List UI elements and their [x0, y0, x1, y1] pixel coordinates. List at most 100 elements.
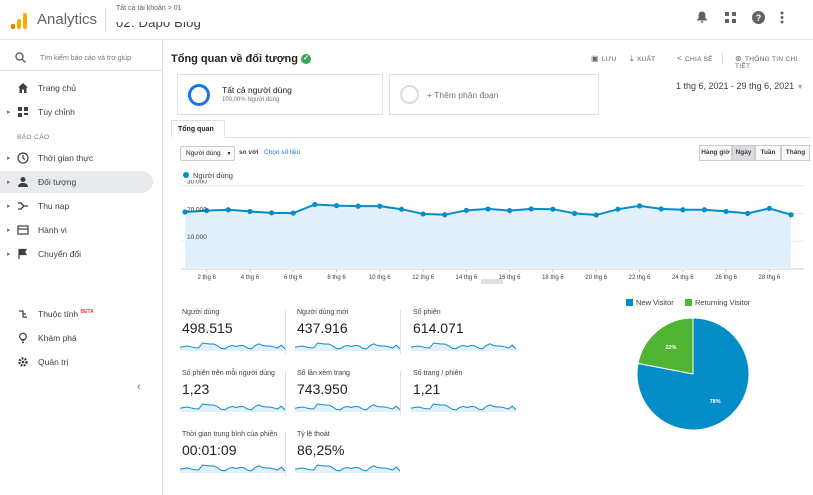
visitor-type-pie-chart[interactable]: 22% 78%	[636, 317, 750, 431]
segment-all-users[interactable]: Tất cả người dùng 100,00% Người dùng	[177, 74, 383, 115]
data-point[interactable]	[204, 207, 210, 214]
scorecard[interactable]: Số lần xem trang 743.950	[287, 370, 400, 422]
x-tick-label: 18 thg 6	[542, 275, 564, 281]
more-vert-icon[interactable]	[774, 11, 790, 27]
data-point[interactable]	[377, 203, 383, 209]
sidebar-item-attribution[interactable]: Thuộc tính BETA	[0, 303, 153, 325]
scorecard[interactable]: Thời gian trung bình của phiên 00:01:09	[172, 431, 285, 483]
data-point[interactable]	[290, 210, 296, 216]
chevron-right-icon: ▸	[7, 109, 11, 116]
scorecard-divider	[400, 310, 401, 354]
scorecard-label: Tỷ lệ thoát	[297, 431, 330, 438]
data-point[interactable]	[442, 212, 448, 218]
add-segment-label: + Thêm phân đoạn	[427, 90, 499, 100]
analytics-logo-icon[interactable]	[11, 13, 27, 29]
insights-button[interactable]: ⊛ THÔNG TIN CHI TIẾT	[735, 54, 798, 70]
scorecard-value: 86,25%	[297, 442, 345, 458]
data-point[interactable]	[485, 206, 491, 212]
data-point[interactable]	[593, 212, 599, 218]
scorecard[interactable]: Người dùng 498.515	[172, 309, 285, 361]
data-point[interactable]	[463, 207, 469, 213]
scorecard-value: 00:01:09	[182, 442, 237, 458]
share-button[interactable]: < CHIA SẺ	[677, 54, 713, 63]
data-point[interactable]	[355, 203, 361, 209]
scorecard[interactable]: Tỷ lệ thoát 86,25%	[287, 431, 400, 483]
select-metric-link[interactable]: Chọn số liệu	[264, 149, 301, 156]
account-breadcrumb[interactable]: Tất cả tài khoản > 01	[116, 5, 182, 12]
save-button[interactable]: ▣ LƯU	[591, 54, 617, 63]
sidebar-item-behavior[interactable]: ▸ Hành vi	[0, 219, 153, 241]
y-tick-label: 30.000	[187, 180, 207, 186]
data-point[interactable]	[333, 202, 340, 209]
pie-slice[interactable]	[636, 317, 750, 431]
data-point[interactable]	[571, 210, 578, 216]
data-point[interactable]	[701, 207, 708, 213]
granularity-month-button[interactable]: Tháng	[781, 145, 810, 161]
date-range-picker[interactable]: 1 thg 6, 2021 - 29 thg 6, 2021 ▼	[676, 81, 804, 91]
sidebar-item-home[interactable]: Trang chủ	[0, 77, 153, 99]
notifications-icon[interactable]	[694, 11, 710, 27]
sidebar-item-realtime[interactable]: ▸ Thời gian thực	[0, 147, 153, 169]
scorecard[interactable]: Số trang / phiên 1,21	[403, 370, 516, 422]
data-point[interactable]	[680, 207, 686, 213]
x-tick-label: 16 thg 6	[499, 275, 521, 281]
metric-dropdown[interactable]: Người dùng ▼	[180, 146, 235, 161]
tab-overview[interactable]: Tổng quan	[171, 120, 225, 138]
data-point[interactable]	[550, 206, 556, 212]
export-button[interactable]: ⤓ XUẤT	[630, 54, 656, 63]
verified-check-icon: ✓	[301, 54, 311, 65]
data-point[interactable]	[615, 206, 621, 212]
x-tick-label: 28 thg 6	[759, 275, 781, 281]
save-icon: ▣	[591, 54, 599, 63]
data-point[interactable]	[398, 206, 405, 212]
data-point[interactable]	[182, 209, 188, 215]
collapse-sidebar-chevron-left-icon[interactable]: ‹	[137, 381, 141, 393]
data-point[interactable]	[225, 207, 231, 213]
acquisition-icon	[17, 200, 29, 212]
scorecard-label: Người dùng mới	[297, 309, 349, 316]
data-point[interactable]	[420, 211, 426, 217]
users-line-chart[interactable]: 30.000 20.000 10.000 2 thg 6 4 thg 6 6 thg 6 8…	[171, 180, 812, 285]
chevron-right-icon: ▸	[7, 179, 11, 186]
x-tick-label: 22 thg 6	[629, 275, 651, 281]
x-tick-label: 20 thg 6	[585, 275, 607, 281]
clock-icon	[17, 152, 29, 164]
scorecard[interactable]: Số phiên trên mỗi người dùng 1,23	[172, 370, 285, 422]
search-reports[interactable]: Tìm kiếm báo cáo và trợ giúp	[0, 47, 163, 71]
granularity-day-button[interactable]: Ngày	[732, 145, 755, 161]
scorecard-label: Người dùng	[182, 309, 220, 316]
data-point[interactable]	[658, 206, 664, 212]
sidebar-item-audience[interactable]: ▸ Đối tượng	[0, 171, 153, 193]
data-point[interactable]	[745, 210, 751, 216]
lightbulb-icon	[17, 332, 29, 344]
data-point[interactable]	[528, 206, 534, 212]
sidebar-item-conversions[interactable]: ▸ Chuyển đổi	[0, 243, 153, 265]
data-point[interactable]	[247, 208, 253, 215]
sparkline	[295, 342, 400, 351]
sidebar-item-discover[interactable]: Khám phá	[0, 327, 153, 349]
sidebar-item-admin[interactable]: Quản trị	[0, 351, 153, 373]
help-icon[interactable]: ?	[750, 11, 766, 27]
pie-slice[interactable]	[637, 317, 694, 375]
granularity-week-button[interactable]: Tuần	[755, 145, 781, 161]
data-point[interactable]	[723, 208, 729, 215]
scorecard[interactable]: Người dùng mới 437.916	[287, 309, 400, 361]
sidebar-item-label: Đối tượng	[38, 177, 77, 187]
data-point[interactable]	[636, 203, 643, 209]
sparkline	[180, 342, 285, 351]
scorecard[interactable]: Số phiên 614.071	[403, 309, 516, 361]
sidebar-item-acquisition[interactable]: ▸ Thu nạp	[0, 195, 153, 217]
sidebar-item-label: Khám phá	[38, 333, 77, 343]
granularity-hourly-button[interactable]: Hàng giờ	[699, 145, 732, 161]
data-point[interactable]	[788, 212, 794, 218]
attribution-icon	[17, 308, 29, 320]
data-point[interactable]	[507, 207, 513, 214]
data-point[interactable]	[268, 210, 275, 216]
chart-resize-handle[interactable]	[481, 279, 503, 284]
scorecard-label: Số lần xem trang	[297, 370, 350, 377]
add-segment-button[interactable]: + Thêm phân đoạn	[389, 74, 599, 115]
apps-grid-icon[interactable]	[722, 11, 738, 27]
data-point[interactable]	[312, 201, 318, 208]
sidebar-item-customization[interactable]: ▸ Tùy chỉnh	[0, 101, 153, 123]
data-point[interactable]	[766, 205, 772, 211]
